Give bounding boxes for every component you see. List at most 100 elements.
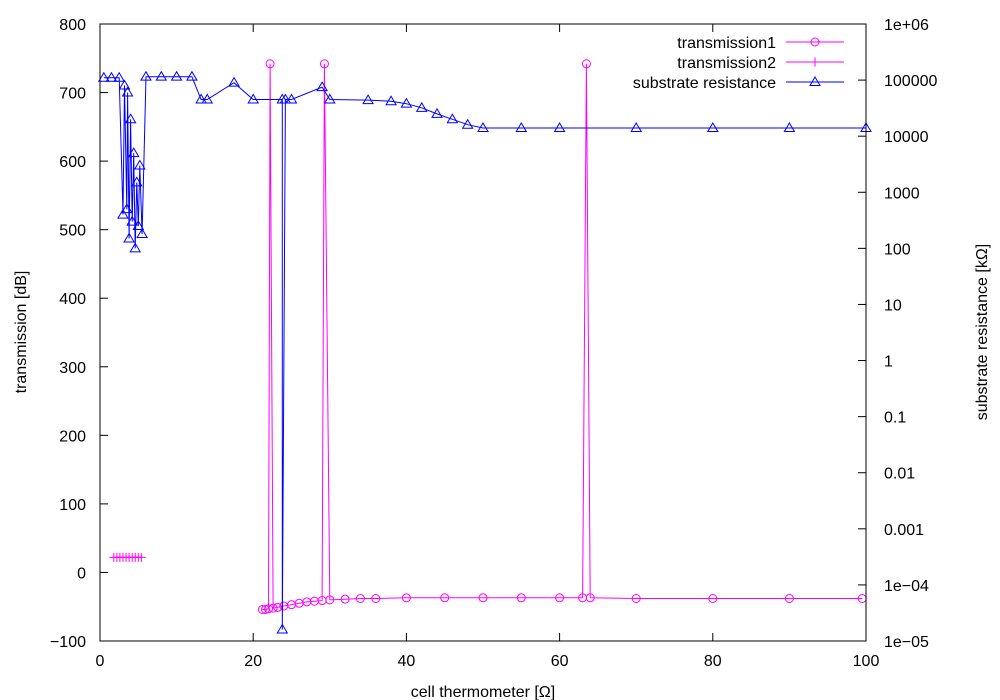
- y2-tick-label: 1e−05: [884, 634, 929, 651]
- x-tick-label: 0: [96, 653, 105, 670]
- data-point: [279, 93, 292, 104]
- data-point: [446, 113, 459, 124]
- x-tick-label: 60: [551, 653, 569, 670]
- ticks-layer: 0 20 40 60 80 100 −100 0 100 200 300 400 500 600 700 80…: [50, 17, 938, 670]
- y-tick-label: 400: [59, 291, 86, 308]
- data-point: [97, 71, 110, 82]
- data-point: [585, 593, 595, 603]
- legend-marker: [810, 37, 820, 47]
- data-point: [121, 86, 134, 97]
- y-tick-label: 500: [59, 223, 86, 240]
- data-point: [268, 603, 278, 613]
- x-tick-label: 40: [398, 653, 416, 670]
- data-point: [123, 232, 135, 243]
- data-point: [371, 593, 381, 603]
- plot-frame: [99, 23, 867, 642]
- y-tick-label: 800: [59, 17, 86, 34]
- series-line: [103, 76, 866, 630]
- data-point: [553, 121, 566, 132]
- x-axis-label: cell thermometer [Ω]: [411, 684, 555, 700]
- data-point: [478, 593, 488, 603]
- data-point: [316, 81, 329, 92]
- y2-axis-label: substrate resistance [kΩ]: [974, 244, 991, 420]
- data-point: [120, 203, 133, 214]
- data-point: [228, 76, 240, 87]
- y-tick-label: −100: [50, 634, 86, 651]
- data-point: [264, 604, 274, 614]
- data-point: [136, 228, 149, 239]
- data-point: [129, 242, 142, 253]
- y-tick-label: 0: [77, 565, 86, 582]
- data-point: [247, 93, 260, 104]
- data-point: [515, 121, 528, 132]
- y2-tick-label: 10: [884, 297, 902, 314]
- data-point: [319, 59, 329, 69]
- data-point: [355, 593, 365, 603]
- data-point: [105, 71, 118, 82]
- data-point: [325, 595, 335, 605]
- data-point: [273, 602, 283, 612]
- y2-tick-label: 0.1: [884, 410, 906, 427]
- series-0: [257, 59, 867, 614]
- data-point: [340, 594, 350, 604]
- legend-label: substrate resistance: [633, 75, 776, 92]
- series-line: [262, 63, 863, 610]
- data-point: [118, 79, 131, 90]
- legend-label: transmission2: [677, 55, 776, 72]
- data-point: [631, 593, 641, 603]
- data-point: [257, 604, 267, 614]
- x-tick-label: 80: [704, 653, 722, 670]
- data-point: [126, 215, 139, 226]
- y-tick-label: 100: [59, 497, 86, 514]
- data-point: [555, 593, 565, 603]
- data-point: [400, 97, 413, 108]
- data-point: [431, 107, 443, 118]
- series-2: [97, 70, 872, 634]
- data-point: [415, 101, 428, 112]
- y-axis-label: transmission [dB]: [13, 271, 30, 394]
- data-point: [127, 147, 140, 158]
- y2-tick-label: 1e+06: [884, 17, 929, 34]
- data-point: [201, 93, 214, 104]
- data-point: [706, 121, 719, 132]
- data-point: [323, 93, 336, 104]
- legend-label: transmission1: [677, 35, 776, 52]
- data-point: [133, 159, 146, 170]
- y2-tick-label: 10000: [884, 129, 929, 146]
- data-point: [783, 121, 796, 132]
- data-point: [477, 121, 489, 132]
- series-1: [109, 552, 146, 562]
- data-point: [155, 70, 168, 81]
- data-point: [516, 593, 526, 603]
- x-tick-label: 20: [244, 653, 262, 670]
- data-point: [285, 93, 298, 104]
- y2-tick-label: 1e−04: [884, 578, 929, 595]
- data-point: [362, 94, 374, 105]
- y2-tick-label: 100000: [884, 73, 937, 90]
- data-point: [186, 70, 198, 81]
- data-point: [276, 623, 289, 634]
- legend-marker: [809, 76, 821, 86]
- y2-tick-label: 100: [884, 241, 911, 258]
- data-point: [265, 59, 275, 69]
- data-point: [195, 93, 207, 104]
- y-tick-label: 600: [59, 154, 86, 171]
- y2-tick-label: 0.001: [884, 522, 924, 539]
- data-point: [113, 71, 126, 82]
- data-point: [440, 593, 450, 603]
- legend: transmission1 transmission2 substrate resi…: [633, 35, 844, 92]
- y2-tick-label: 1: [884, 354, 893, 371]
- data-point: [708, 593, 718, 603]
- y2-tick-label: 1000: [884, 185, 920, 202]
- plot-content: [97, 59, 872, 634]
- legend-marker: [810, 57, 820, 67]
- data-point: [140, 70, 152, 81]
- data-point: [630, 121, 643, 132]
- data-point: [461, 118, 474, 129]
- y-tick-label: 300: [59, 360, 86, 377]
- x-tick-label: 100: [853, 653, 880, 670]
- data-point: [136, 552, 146, 562]
- data-point: [401, 593, 411, 603]
- y-tick-label: 700: [59, 86, 86, 103]
